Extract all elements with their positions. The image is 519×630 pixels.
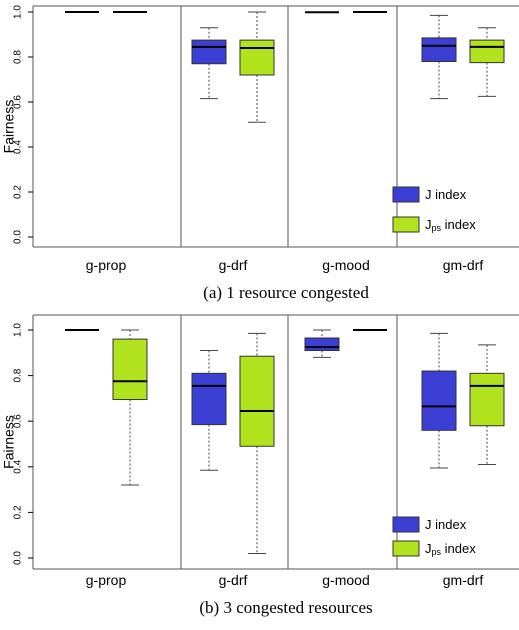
y-tick-label: 0.6 (13, 414, 24, 428)
category-label: gm-drf (443, 572, 484, 588)
category-label: g-drf (219, 257, 248, 273)
box-body (191, 372, 227, 426)
j-index-box (191, 350, 227, 471)
jps-index-box (239, 332, 275, 554)
box-body (191, 39, 227, 65)
category-label: g-mood (322, 572, 369, 588)
box-body (469, 39, 505, 64)
legend-swatch-jps (392, 216, 420, 233)
category-label: g-mood (322, 257, 369, 273)
figure-caption: (a) 1 resource congested (203, 283, 369, 302)
category-label: gm-drf (443, 257, 484, 273)
y-tick-label: 0.0 (13, 551, 24, 565)
jps-index-box (112, 329, 148, 486)
box-body (112, 338, 148, 401)
chart-panel-a: 0.0 0.2 0.4 0.6 0.8 1.0 Fairness g-prop g-drf g-m… (0, 5, 519, 273)
j-index-box (304, 329, 340, 358)
box-body (469, 372, 505, 427)
legend-label-j: J index (425, 187, 467, 202)
category-label: g-drf (219, 572, 248, 588)
y-tick-label: 0.4 (13, 459, 24, 473)
box-body (421, 370, 457, 431)
y-tick-label: 0.4 (13, 140, 24, 154)
box-body (304, 337, 340, 352)
j-index-box (421, 14, 457, 100)
figure-caption: (b) 3 congested resources (199, 598, 372, 617)
j-index-box (191, 27, 227, 100)
y-tick-label: 1.0 (13, 323, 24, 337)
legend-label-j: J index (425, 517, 467, 532)
legend-swatch-j (392, 186, 420, 203)
chart-panel-b: 0.0 0.2 0.4 0.6 0.8 1.0 Fairness g-prop g-drf g-m… (0, 314, 519, 588)
legend-swatch-jps (392, 540, 420, 557)
y-axis-label: Fairness (0, 415, 16, 469)
y-tick-label: 0.0 (13, 230, 24, 244)
category-label: g-prop (86, 572, 127, 588)
jps-index-box (469, 27, 505, 97)
legend-swatch-j (392, 516, 420, 533)
y-tick-label: 0.8 (13, 50, 24, 64)
category-label: g-prop (86, 257, 127, 273)
legend-label-jps: Jps index (425, 217, 476, 233)
box-body (239, 39, 275, 76)
jps-index-box (239, 11, 275, 123)
y-tick-label: 0.2 (13, 505, 24, 519)
jps-index-box (469, 344, 505, 466)
y-tick-label: 1.0 (13, 5, 24, 19)
y-axis-label: Fairness (0, 100, 16, 154)
box-body (421, 37, 457, 62)
y-tick-label: 0.6 (13, 95, 24, 109)
legend-label-jps: Jps index (425, 541, 476, 557)
box-body (239, 355, 275, 447)
y-tick-label: 0.2 (13, 185, 24, 199)
y-tick-label: 0.8 (13, 368, 24, 382)
j-index-box (421, 332, 457, 469)
